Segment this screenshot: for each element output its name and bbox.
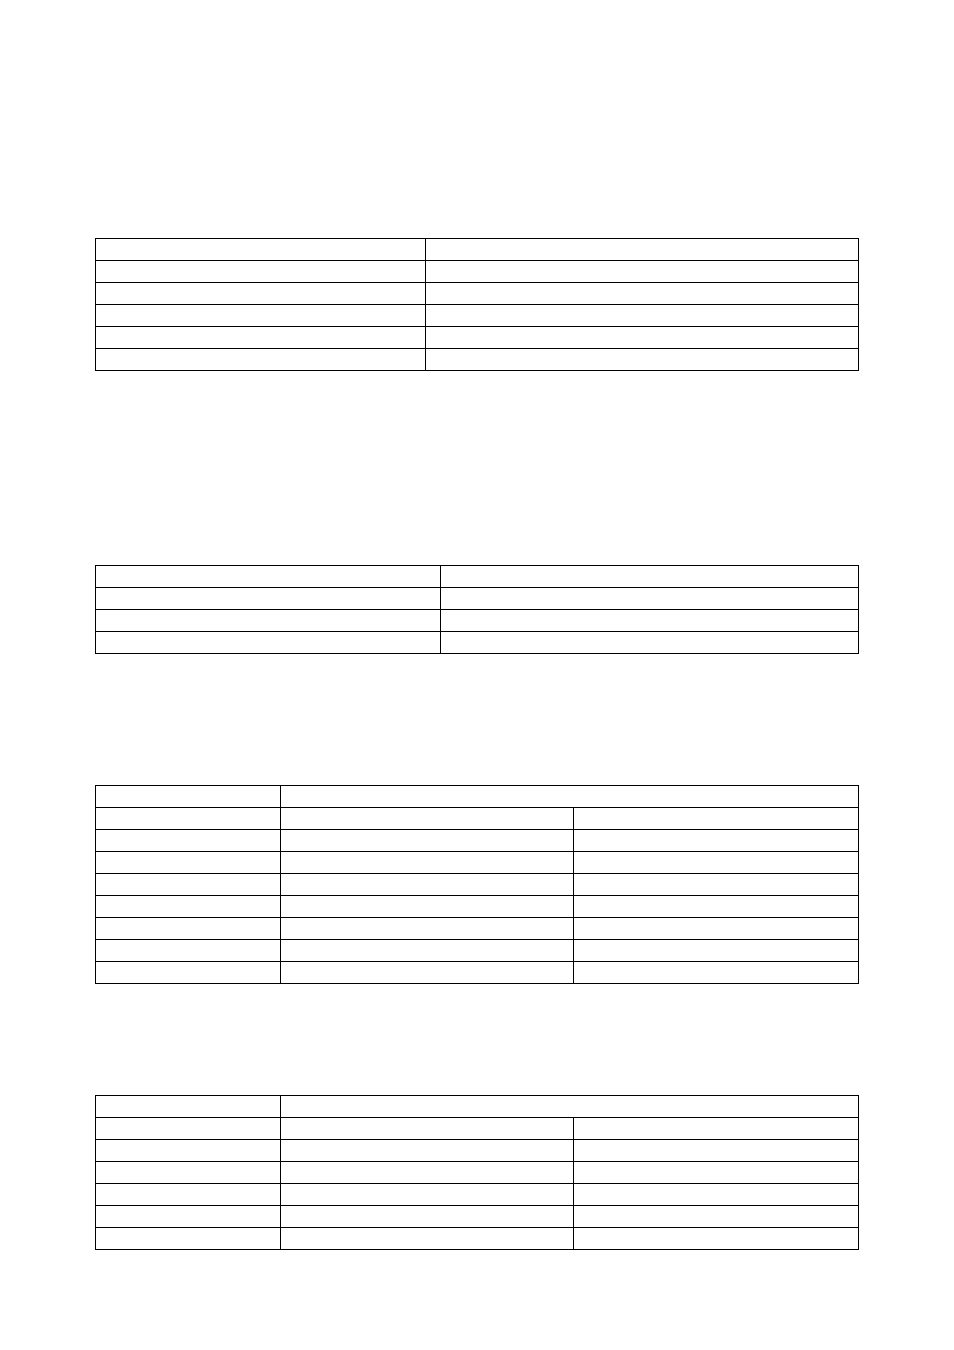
table-row <box>96 918 859 940</box>
table-cell <box>96 1140 281 1162</box>
table-cell <box>96 852 281 874</box>
table-cell <box>574 1228 859 1250</box>
table-cell <box>96 918 281 940</box>
table-row <box>96 830 859 852</box>
table-cell <box>96 808 281 830</box>
table-row <box>96 1140 859 1162</box>
table-cell <box>96 261 426 283</box>
table-cell <box>280 786 858 808</box>
table-cell <box>574 1206 859 1228</box>
table-cell <box>440 588 858 610</box>
table-cell <box>96 349 426 371</box>
table-1 <box>95 238 859 371</box>
table-cell <box>280 830 574 852</box>
table-cell <box>574 940 859 962</box>
table-row <box>96 349 859 371</box>
table-cell <box>96 1184 281 1206</box>
table-cell <box>280 852 574 874</box>
table-row <box>96 610 859 632</box>
table-cell <box>280 808 574 830</box>
table-cell <box>280 874 574 896</box>
table-cell <box>426 283 859 305</box>
table-row <box>96 808 859 830</box>
table-row <box>96 261 859 283</box>
table-cell <box>574 808 859 830</box>
table-cell <box>96 874 281 896</box>
table-row <box>96 940 859 962</box>
table-cell <box>280 918 574 940</box>
table-cell <box>426 239 859 261</box>
table-cell <box>574 918 859 940</box>
table-cell <box>574 896 859 918</box>
table-cell <box>574 852 859 874</box>
table-cell <box>280 1096 858 1118</box>
table-cell <box>574 830 859 852</box>
table-cell <box>96 940 281 962</box>
table-cell <box>280 1206 574 1228</box>
table-cell <box>574 1118 859 1140</box>
table-cell <box>280 1228 574 1250</box>
table-cell <box>440 566 858 588</box>
table-cell <box>96 1096 281 1118</box>
table-cell <box>96 1118 281 1140</box>
table-row <box>96 1228 859 1250</box>
table-cell <box>574 962 859 984</box>
table-row <box>96 1096 859 1118</box>
table-row <box>96 1162 859 1184</box>
table-row <box>96 1206 859 1228</box>
table-cell <box>96 239 426 261</box>
table-cell <box>280 962 574 984</box>
table-cell <box>96 1228 281 1250</box>
table-2 <box>95 565 859 654</box>
table-cell <box>96 786 281 808</box>
table-cell <box>280 940 574 962</box>
table-row <box>96 566 859 588</box>
table-row <box>96 1184 859 1206</box>
table-row <box>96 874 859 896</box>
table-cell <box>96 632 441 654</box>
table-cell <box>426 327 859 349</box>
table-row <box>96 283 859 305</box>
table-cell <box>96 566 441 588</box>
table-row <box>96 962 859 984</box>
table-row <box>96 632 859 654</box>
table-cell <box>280 1162 574 1184</box>
table-row <box>96 852 859 874</box>
table-cell <box>440 632 858 654</box>
table-3 <box>95 785 859 984</box>
table-cell <box>426 261 859 283</box>
table-cell <box>96 1206 281 1228</box>
table-row <box>96 896 859 918</box>
table-cell <box>280 1118 574 1140</box>
table-row <box>96 305 859 327</box>
table-cell <box>280 1140 574 1162</box>
table-row <box>96 327 859 349</box>
table-cell <box>426 305 859 327</box>
table-cell <box>574 874 859 896</box>
table-cell <box>440 610 858 632</box>
table-cell <box>574 1184 859 1206</box>
table-4 <box>95 1095 859 1250</box>
table-cell <box>96 610 441 632</box>
table-cell <box>96 283 426 305</box>
table-cell <box>96 896 281 918</box>
table-row <box>96 588 859 610</box>
table-cell <box>426 349 859 371</box>
table-cell <box>574 1140 859 1162</box>
table-cell <box>96 588 441 610</box>
table-cell <box>96 327 426 349</box>
table-cell <box>96 962 281 984</box>
table-cell <box>280 896 574 918</box>
table-cell <box>574 1162 859 1184</box>
table-cell <box>280 1184 574 1206</box>
table-row <box>96 239 859 261</box>
table-row <box>96 1118 859 1140</box>
table-row <box>96 786 859 808</box>
table-cell <box>96 830 281 852</box>
table-cell <box>96 305 426 327</box>
table-cell <box>96 1162 281 1184</box>
